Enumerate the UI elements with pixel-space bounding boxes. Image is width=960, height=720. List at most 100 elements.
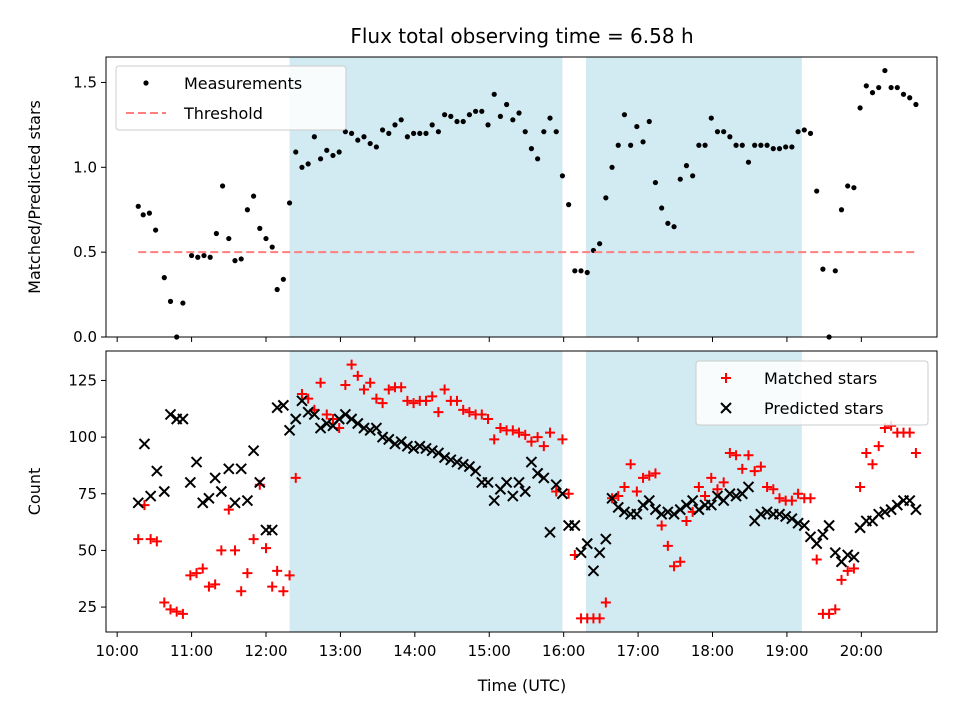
x-tick-label: 11:00 <box>170 642 213 660</box>
data-point <box>910 447 921 458</box>
y-tick-label: 75 <box>78 485 97 503</box>
data-point <box>466 112 473 118</box>
data-point <box>814 188 820 194</box>
data-point <box>674 503 686 516</box>
data-point <box>721 129 727 135</box>
data-point <box>315 377 326 388</box>
data-point <box>758 142 764 148</box>
data-point <box>241 494 254 507</box>
data-point <box>223 504 234 515</box>
data-point <box>254 476 266 489</box>
y-tick-label: 1.5 <box>73 73 97 91</box>
data-point <box>361 134 367 140</box>
data-point <box>634 123 640 130</box>
data-point <box>731 450 742 461</box>
data-point <box>606 492 618 505</box>
data-point <box>774 493 785 504</box>
series-predicted-stars <box>132 395 922 577</box>
data-point <box>423 130 429 136</box>
data-point <box>348 130 355 136</box>
data-point <box>662 540 673 551</box>
data-point <box>438 451 451 464</box>
data-point <box>857 105 863 111</box>
data-point <box>414 440 426 452</box>
data-point <box>696 142 702 148</box>
data-point <box>671 224 677 230</box>
data-point <box>516 110 522 116</box>
data-point <box>848 563 859 574</box>
data-point <box>643 494 655 507</box>
x-tick-label: 20:00 <box>840 642 883 660</box>
data-point <box>879 506 891 518</box>
data-point <box>662 506 674 518</box>
data-point <box>519 485 531 498</box>
data-point <box>396 382 407 393</box>
data-point <box>621 112 628 118</box>
data-point <box>656 520 667 531</box>
data-point <box>305 161 311 167</box>
data-point <box>367 140 373 147</box>
data-point <box>485 122 491 128</box>
data-point <box>733 142 739 148</box>
data-point <box>779 510 792 523</box>
legend-box <box>695 360 929 426</box>
data-point <box>525 456 538 468</box>
data-point <box>238 256 244 262</box>
bottom-panel: 25 50 75 100 125 10:00 11:00 12:00 13:00 14:00 15:… <box>25 350 938 660</box>
data-point <box>904 427 915 438</box>
data-point <box>364 424 376 437</box>
data-point <box>452 395 463 406</box>
data-point <box>426 445 438 457</box>
data-point <box>842 565 853 576</box>
data-point <box>587 565 600 577</box>
data-point <box>910 503 922 516</box>
data-point <box>324 147 330 153</box>
data-point <box>640 139 646 145</box>
data-point <box>167 298 174 304</box>
data-point <box>885 503 897 516</box>
data-point <box>507 425 518 436</box>
data-point <box>869 90 876 96</box>
x-tick-label: 17:00 <box>616 642 659 660</box>
data-point <box>151 536 162 547</box>
data-point <box>215 485 228 498</box>
data-point <box>761 506 773 518</box>
data-point <box>383 384 394 395</box>
data-point <box>783 144 789 150</box>
data-point <box>894 84 900 91</box>
data-point <box>177 608 188 619</box>
series-matched-stars <box>133 359 921 624</box>
data-point <box>457 458 469 471</box>
data-point <box>321 409 332 420</box>
x-tick-label: 15:00 <box>468 642 511 660</box>
data-point <box>520 429 531 440</box>
data-point <box>727 134 733 140</box>
data-point <box>210 579 221 590</box>
y-tick-label: 125 <box>68 371 97 389</box>
data-point <box>229 545 240 556</box>
data-point <box>600 597 611 608</box>
data-point <box>358 422 370 434</box>
data-point <box>708 115 714 121</box>
y-axis-label: Matched/Predicted stars <box>25 100 44 294</box>
data-point <box>489 434 500 445</box>
data-point <box>201 252 207 259</box>
data-point <box>749 466 760 477</box>
data-point <box>681 515 692 526</box>
data-point <box>427 391 438 402</box>
data-point <box>522 129 528 135</box>
data-point <box>532 432 543 443</box>
data-point <box>646 118 652 125</box>
x-axis-label: Time (UTC) <box>477 676 566 695</box>
data-point <box>768 484 779 495</box>
plot-frame <box>105 350 938 633</box>
data-point <box>541 129 547 135</box>
data-point <box>675 556 686 567</box>
data-point <box>876 84 882 91</box>
data-point <box>151 465 163 477</box>
data-point <box>242 568 253 579</box>
data-point <box>311 134 317 140</box>
data-point <box>659 205 665 211</box>
data-point <box>706 472 717 483</box>
series-measurements <box>135 67 919 340</box>
